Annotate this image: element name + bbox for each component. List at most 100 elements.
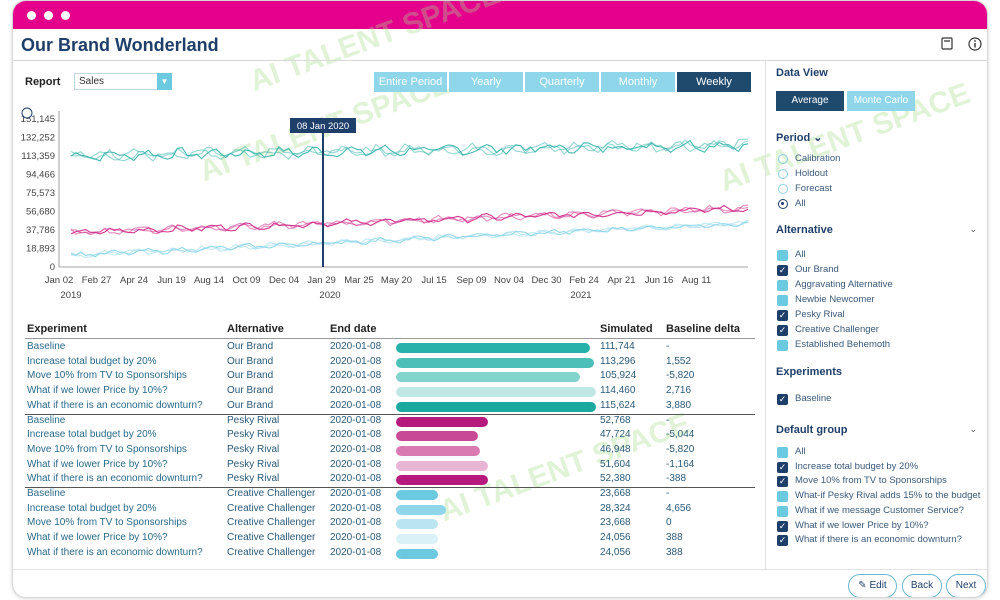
option-label[interactable]: All: [795, 198, 806, 209]
checkbox[interactable]: [777, 340, 788, 351]
checkbox[interactable]: ✓: [777, 394, 788, 405]
end-date-cell: 2020-01-08: [330, 385, 382, 397]
radio-button[interactable]: [778, 184, 788, 194]
table-row[interactable]: Move 10% from TV to Sponsorships Pesky Ri…: [25, 443, 755, 458]
period-yearly-button[interactable]: Yearly: [449, 72, 523, 92]
chevron-down-icon[interactable]: ⌄: [813, 132, 823, 144]
checkbox[interactable]: ✓: [777, 520, 788, 532]
col-header-alternative: Alternative: [227, 323, 284, 335]
table-row[interactable]: Baseline Creative Challenger 2020-01-08 23,…: [25, 487, 755, 502]
x-tick-label: Dec 04: [269, 275, 299, 286]
table-row[interactable]: Increase total budget by 20% Our Brand 202…: [25, 355, 755, 370]
table-row[interactable]: Increase total budget by 20% Pesky Rival 2…: [25, 428, 755, 443]
checkbox[interactable]: [777, 447, 788, 458]
x-tick-label: Jul 15: [421, 275, 446, 286]
option-label[interactable]: What if we message Customer Service?: [795, 504, 964, 516]
table-row[interactable]: Baseline Pesky Rival 2020-01-08 52,768 -: [25, 414, 755, 429]
option-label[interactable]: Our Brand: [795, 264, 839, 275]
table-row[interactable]: What if there is an economic downturn? Ou…: [25, 399, 755, 414]
period-monthly-button[interactable]: Monthly: [601, 72, 675, 92]
checkbox[interactable]: ✓: [777, 310, 788, 321]
delta-cell: -: [666, 488, 670, 499]
table-row[interactable]: Move 10% from TV to Sponsorships Creative…: [25, 516, 755, 531]
window-dot-3[interactable]: [61, 11, 70, 20]
option-label[interactable]: Calibration: [795, 153, 841, 164]
experiment-cell: What if we lower Price by 10%?: [27, 385, 168, 397]
option-label[interactable]: Move 10% from TV to Sponsorships: [795, 475, 947, 487]
checkbox[interactable]: ✓: [777, 325, 788, 336]
simulated-bar: [396, 504, 446, 515]
x-tick-label: Jun 16: [645, 275, 674, 286]
option-label[interactable]: All: [795, 446, 806, 457]
radio-button[interactable]: [778, 169, 788, 179]
option-label[interactable]: Newbie Newcomer: [795, 294, 875, 305]
chevron-down-icon[interactable]: ⌄: [969, 224, 977, 234]
table-row[interactable]: Move 10% from TV to Sponsorships Our Bran…: [25, 369, 755, 384]
average-button[interactable]: Average: [776, 91, 844, 111]
table-row[interactable]: Baseline Our Brand 2020-01-08 111,744 -: [25, 340, 755, 355]
experiment-cell: Move 10% from TV to Sponsorships: [27, 370, 187, 382]
table-row[interactable]: What if we lower Price by 10%? Creative C…: [25, 531, 755, 546]
option-label[interactable]: Established Behemoth: [795, 339, 891, 350]
alternative-cell: Our Brand: [227, 399, 274, 411]
period-weekly-button[interactable]: Weekly: [677, 72, 751, 92]
chevron-down-icon[interactable]: ▼: [157, 73, 172, 90]
option-label[interactable]: Baseline: [795, 393, 832, 404]
end-date-cell: 2020-01-08: [330, 488, 382, 499]
x-tick-label: Apr 21: [608, 275, 636, 286]
option-label[interactable]: All: [795, 249, 806, 260]
option-label[interactable]: What-if Pesky Rival adds 15% to the budg…: [795, 490, 981, 502]
checkbox[interactable]: [777, 250, 788, 261]
end-date-cell: 2020-01-08: [330, 532, 382, 544]
period-section-title[interactable]: Period ⌄: [776, 131, 823, 144]
checkbox[interactable]: ✓: [777, 265, 788, 276]
back-button[interactable]: Back: [902, 574, 942, 597]
option-label[interactable]: Increase total budget by 20%: [795, 460, 919, 472]
option-label[interactable]: Forecast: [795, 183, 832, 194]
next-button[interactable]: Next: [946, 574, 986, 597]
report-select[interactable]: Sales ▼: [74, 73, 172, 90]
chevron-down-icon[interactable]: ⌄: [969, 424, 977, 434]
radio-button[interactable]: [778, 199, 788, 209]
delta-cell: -1,164: [666, 458, 695, 470]
option-label[interactable]: Aggravating Alternative: [795, 279, 893, 290]
checkbox[interactable]: ✓: [777, 476, 788, 488]
monte-carlo-button[interactable]: Monte Carlo: [847, 91, 915, 111]
simulated-cell: 113,296: [600, 355, 636, 367]
checkbox[interactable]: [777, 505, 788, 517]
end-date-cell: 2020-01-08: [330, 355, 382, 367]
option-label[interactable]: Pesky Rival: [795, 309, 845, 320]
period-quarterly-button[interactable]: Quarterly: [525, 72, 599, 92]
option-label[interactable]: What if there is an economic downturn?: [795, 534, 962, 546]
checkbox[interactable]: [777, 295, 788, 306]
y-tick-label: 94,466: [26, 170, 55, 181]
x-tick-label: Aug 11: [682, 275, 711, 286]
window-dot-2[interactable]: [44, 11, 53, 20]
table-row[interactable]: What if we lower Price by 10%? Pesky Riva…: [25, 458, 755, 473]
table-row[interactable]: What if there is an economic downturn? Pe…: [25, 472, 755, 487]
series-line: [70, 139, 749, 162]
radio-button[interactable]: [778, 154, 788, 164]
col-header-end-date: End date: [330, 323, 377, 335]
period-entire-button[interactable]: Entire Period: [374, 72, 447, 92]
sales-line-chart[interactable]: 151,145 132,252 113,359 94,466 75,573 56,680 3…: [13, 101, 758, 306]
option-label[interactable]: Creative Challenger: [795, 324, 879, 335]
edit-button[interactable]: ✎ Edit: [848, 574, 897, 597]
table-row[interactable]: What if we lower Price by 10%? Our Brand 2…: [25, 384, 755, 399]
option-label[interactable]: What if we lower Price by 10%?: [795, 519, 929, 531]
x-tick-label: Feb 27: [82, 275, 112, 286]
checkbox[interactable]: ✓: [777, 535, 788, 547]
table-row[interactable]: Increase total budget by 20% Creative Cha…: [25, 502, 755, 517]
simulated-bar: [396, 357, 594, 368]
simulated-bar: [396, 475, 488, 486]
checkbox[interactable]: [777, 491, 788, 503]
drag-handle[interactable]: [21, 107, 33, 119]
table-row[interactable]: What if there is an economic downturn? Cr…: [25, 546, 755, 561]
info-icon[interactable]: [967, 37, 983, 53]
experiment-cell: Baseline: [27, 488, 66, 499]
checkbox[interactable]: [777, 280, 788, 291]
window-dot-1[interactable]: [27, 11, 36, 20]
save-icon[interactable]: [939, 37, 955, 53]
option-label[interactable]: Holdout: [795, 168, 828, 179]
checkbox[interactable]: ✓: [777, 461, 788, 473]
